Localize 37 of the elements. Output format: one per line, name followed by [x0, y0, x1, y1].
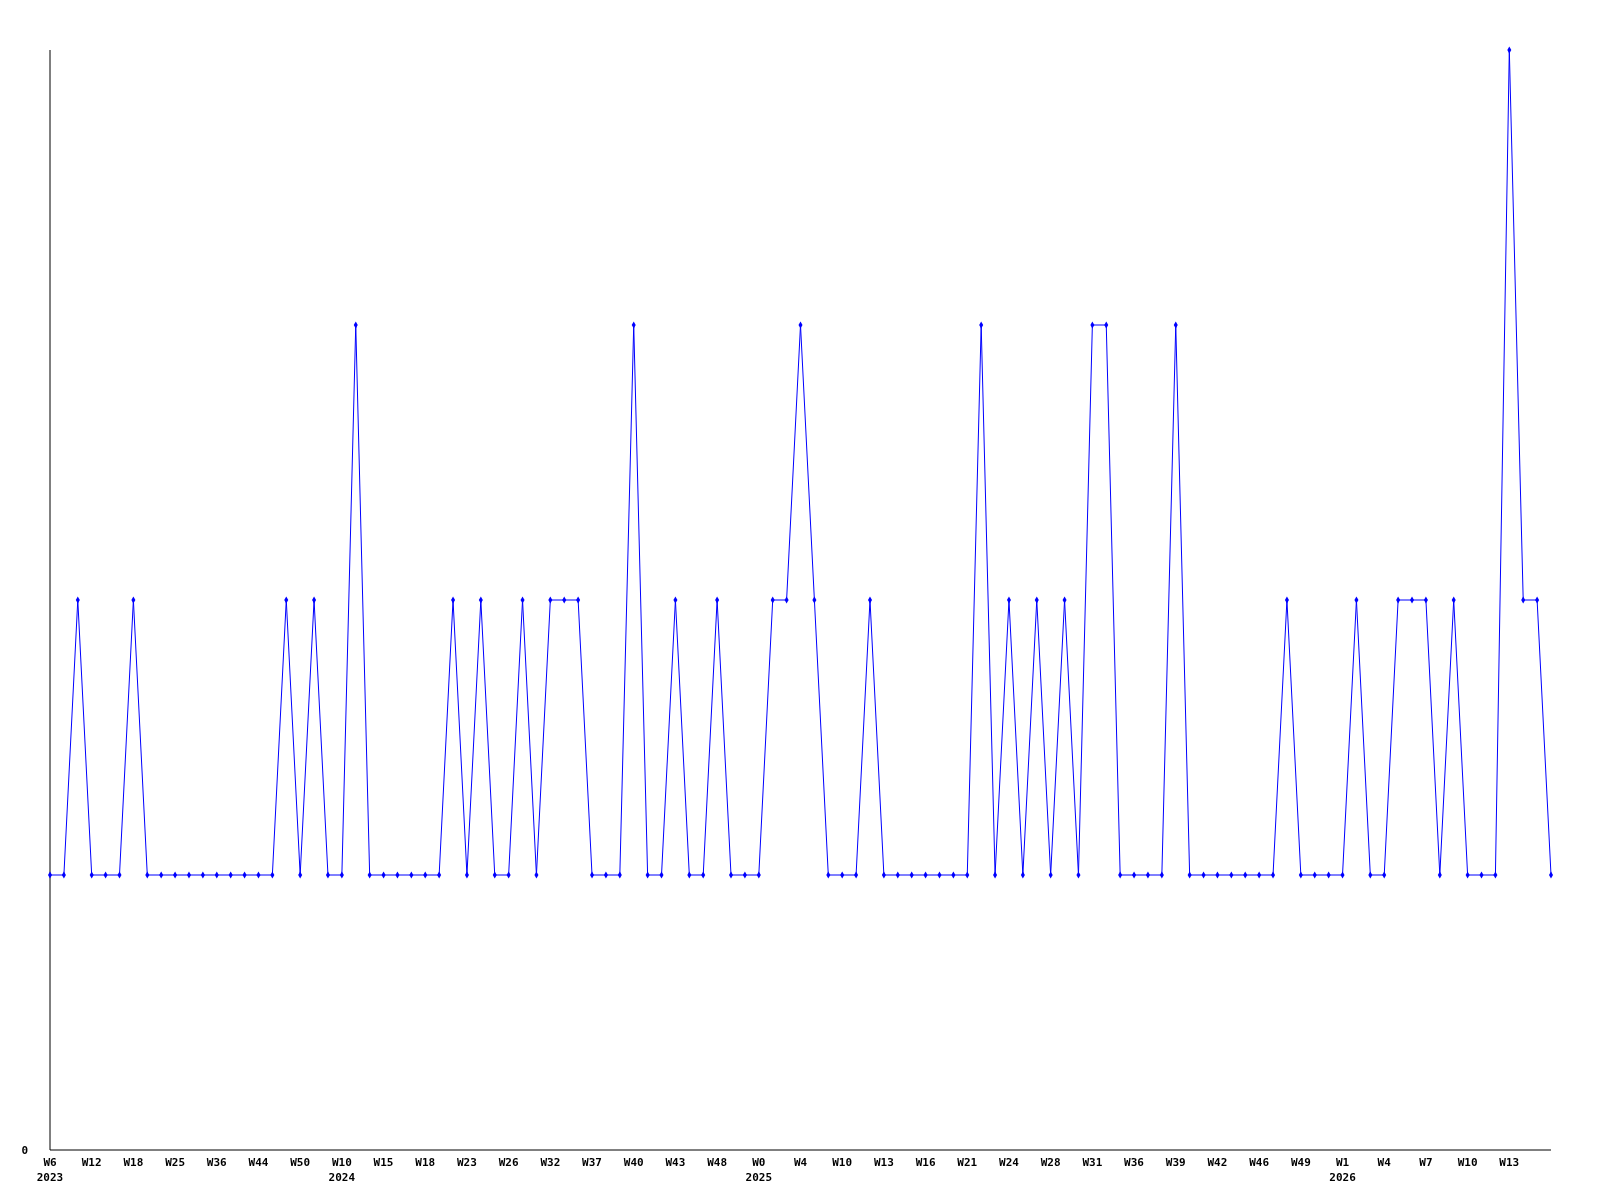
- x-tick-label: W49: [1290, 1156, 1311, 1169]
- x-tick-label: W10: [1457, 1156, 1478, 1169]
- x-tick-label: W43: [665, 1156, 686, 1169]
- x-tick-label: W25: [165, 1156, 186, 1169]
- x-tick-label: W36: [206, 1156, 228, 1169]
- x-tick-label: W10 2024: [328, 1156, 356, 1184]
- x-tick-label: W6 2023: [36, 1156, 64, 1184]
- x-tick-label: W46: [1249, 1156, 1270, 1169]
- x-tick-label: W23: [457, 1156, 477, 1169]
- x-tick-label: W16: [915, 1156, 936, 1169]
- x-tick-label: W26: [498, 1156, 519, 1169]
- x-tick-label: W18: [415, 1156, 436, 1169]
- x-tick-label: W7: [1419, 1156, 1433, 1169]
- x-tick-label: W4: [793, 1156, 808, 1169]
- text: 0: [21, 1144, 28, 1157]
- x-tick-label: W12: [81, 1156, 102, 1169]
- x-tick-label: W4: [1377, 1156, 1392, 1169]
- x-tick-label: W32: [540, 1156, 561, 1169]
- x-tick-label: W28: [1040, 1156, 1061, 1169]
- x-tick-label: W15: [373, 1156, 394, 1169]
- x-tick-label: W1 2026: [1329, 1156, 1357, 1184]
- x-tick-label: W48: [707, 1156, 728, 1169]
- x-tick-label: W13: [1499, 1156, 1520, 1169]
- x-tick-label: W0 2025: [745, 1156, 773, 1184]
- x-tick-label: W42: [1207, 1156, 1228, 1169]
- x-tick-label: W37: [582, 1156, 602, 1169]
- x-tick-label: W40: [623, 1156, 644, 1169]
- x-tick-label: W36: [1124, 1156, 1145, 1169]
- x-tick-label: W24: [999, 1156, 1020, 1169]
- x-tick-label: W39: [1165, 1156, 1186, 1169]
- x-tick-label: W18: [123, 1156, 144, 1169]
- x-tick-label: W31: [1082, 1156, 1103, 1169]
- x-tick-label: W44: [248, 1156, 269, 1169]
- x-tick-label: W21: [957, 1156, 978, 1169]
- x-tick-label: W50: [290, 1156, 311, 1169]
- x-tick-label: W10: [832, 1156, 853, 1169]
- x-tick-label: W13: [873, 1156, 894, 1169]
